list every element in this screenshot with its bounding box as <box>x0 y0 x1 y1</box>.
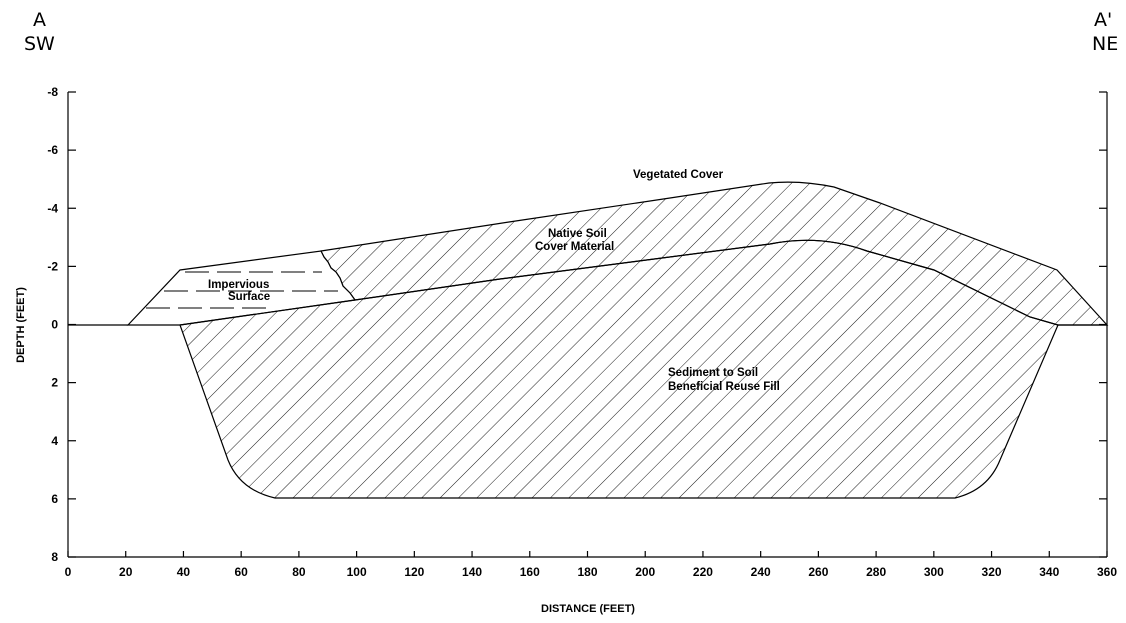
x-tick-label: 80 <box>292 565 306 579</box>
label-native-soil-line1: Native Soil <box>548 228 607 240</box>
x-tick-label: 60 <box>234 565 248 579</box>
x-tick-label: 200 <box>635 565 655 579</box>
x-tick-label: 40 <box>177 565 191 579</box>
y-tick-label: -6 <box>47 143 58 157</box>
y-tick-label: 6 <box>51 492 58 506</box>
x-tick-label: 0 <box>65 565 72 579</box>
label-impervious-line1: Impervious <box>208 279 269 291</box>
x-tick-label: 220 <box>693 565 713 579</box>
y-tick-label: 8 <box>51 550 58 564</box>
y-tick-label: 4 <box>51 434 58 448</box>
y-tick-label: -8 <box>47 85 58 99</box>
label-vegetated-cover: Vegetated Cover <box>633 169 724 181</box>
label-sediment-line2: Beneficial Reuse Fill <box>668 381 780 393</box>
label-native-soil-line2: Cover Material <box>535 241 614 253</box>
x-tick-label: 100 <box>347 565 367 579</box>
x-tick-label: 160 <box>520 565 540 579</box>
x-tick-label: 340 <box>1039 565 1059 579</box>
x-tick-label: 180 <box>577 565 597 579</box>
x-tick-label: 360 <box>1097 565 1117 579</box>
x-tick-label: 320 <box>982 565 1002 579</box>
x-axis-ticks: 0 20 40 60 80 100 120 140 160 180 200 220 240 260 280 3… <box>65 551 1117 579</box>
y-tick-label: 2 <box>51 376 58 390</box>
label-impervious-line2: Surface <box>228 291 270 303</box>
y-axis-ticks: -8 -6 -4 -2 0 2 4 6 8 <box>47 85 1107 564</box>
x-tick-label: 260 <box>808 565 828 579</box>
x-tick-label: 140 <box>462 565 482 579</box>
y-tick-label: -4 <box>47 201 58 215</box>
x-tick-label: 240 <box>751 565 771 579</box>
sediment-fill-zone <box>179 239 1059 499</box>
x-tick-label: 300 <box>924 565 944 579</box>
zones <box>126 181 1109 499</box>
y-tick-label: -2 <box>47 259 58 273</box>
label-sediment-line1: Sediment to Soil <box>668 367 758 379</box>
impervious-dash-lines <box>146 271 338 309</box>
section-right-direction: NE <box>1092 33 1118 55</box>
x-tick-label: 20 <box>119 565 133 579</box>
x-tick-label: 280 <box>866 565 886 579</box>
x-axis-title: DISTANCE (FEET) <box>541 603 635 615</box>
section-left-direction: SW <box>24 33 55 55</box>
section-left-letter: A <box>33 9 46 31</box>
y-tick-label: 0 <box>51 318 58 332</box>
y-axis-title: DEPTH (FEET) <box>15 287 27 363</box>
section-right-letter: A' <box>1094 9 1112 31</box>
x-tick-label: 120 <box>404 565 424 579</box>
